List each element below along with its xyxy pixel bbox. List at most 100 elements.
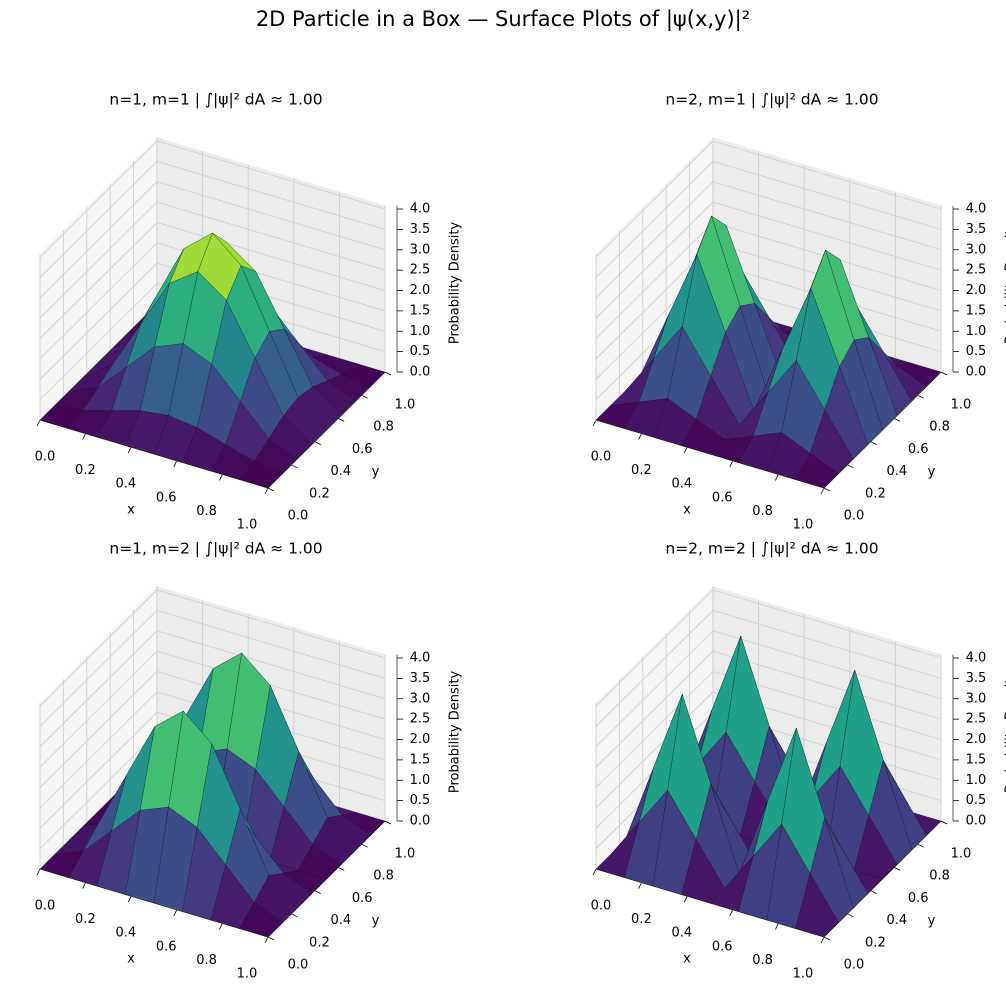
y-axis-label: y	[928, 465, 936, 480]
grid-line	[595, 589, 942, 707]
z-tick-label: 1.5	[966, 303, 987, 318]
z-tick-label: 3.0	[410, 242, 431, 257]
x-tick	[82, 433, 86, 440]
z-axis-label: Probability Density	[1004, 671, 1006, 794]
y-tick	[940, 820, 948, 825]
x-tick-label: 0.6	[712, 490, 733, 505]
figure-title: 2D Particle in a Box — Surface Plots of …	[256, 7, 750, 32]
x-tick-label: 0.8	[752, 953, 773, 968]
y-tick	[267, 936, 275, 941]
z-tick-label: 1.5	[410, 752, 431, 767]
z-tick-label: 0.0	[410, 814, 431, 829]
subplot: 0.00.20.40.60.81.00.00.20.40.60.81.00.00…	[591, 91, 1006, 533]
z-tick-label: 1.5	[410, 303, 431, 318]
z-tick-label: 4.0	[966, 651, 987, 666]
x-tick	[173, 909, 178, 916]
subplot-title: n=1, m=2 | ∫|ψ|² dA ≈ 1.00	[109, 540, 322, 558]
subplot: 0.00.20.40.60.81.00.00.20.40.60.81.00.00…	[35, 91, 463, 533]
z-tick-label: 2.5	[966, 712, 987, 727]
y-tick	[917, 394, 924, 399]
z-tick-label: 4.0	[966, 202, 987, 217]
grid-line	[39, 160, 386, 278]
y-tick	[314, 890, 321, 894]
subplot: 0.00.20.40.60.81.00.00.20.40.60.81.00.00…	[35, 540, 463, 982]
x-tick-label: 0.0	[591, 450, 612, 465]
z-tick-label: 2.5	[410, 263, 431, 278]
grid-line	[39, 283, 386, 400]
y-tick-label: 0.8	[373, 420, 394, 435]
y-tick-label: 1.0	[951, 847, 972, 862]
y-tick-label: 0.2	[309, 935, 330, 950]
y-tick	[291, 913, 298, 918]
y-tick	[847, 913, 854, 918]
grid-line	[595, 140, 942, 258]
y-tick	[384, 371, 392, 376]
subplot-title: n=2, m=1 | ∫|ψ|² dA ≈ 1.00	[665, 91, 878, 109]
z-tick-label: 1.0	[410, 324, 431, 339]
y-tick	[940, 371, 948, 376]
x-tick-label: 0.2	[75, 912, 96, 927]
surface-patch	[839, 669, 884, 816]
grid-line	[595, 609, 942, 727]
x-tick	[219, 923, 223, 930]
x-tick	[683, 447, 688, 454]
x-tick	[729, 909, 734, 916]
x-axis-label: x	[127, 503, 135, 518]
z-tick-label: 0.0	[410, 365, 431, 380]
y-tick-label: 0.2	[309, 486, 330, 501]
grid-line	[39, 630, 386, 748]
y-tick-label: 1.0	[951, 398, 972, 413]
grid-line	[595, 181, 942, 299]
z-tick-label: 4.0	[410, 202, 431, 217]
x-tick-label: 0.4	[671, 477, 692, 492]
y-axis-label: y	[372, 465, 380, 480]
y-tick-label: 0.2	[865, 935, 886, 950]
y-tick	[894, 867, 901, 871]
x-tick-label: 0.4	[115, 926, 136, 941]
x-tick	[683, 896, 688, 903]
subplot-title: n=2, m=2 | ∫|ψ|² dA ≈ 1.00	[665, 540, 878, 558]
grid-line	[595, 650, 942, 768]
y-axis-label: y	[372, 914, 380, 929]
x-tick-label: 0.6	[156, 490, 177, 505]
x-tick-label: 0.4	[115, 477, 136, 492]
surface-patch	[226, 652, 271, 770]
surface-patch	[795, 872, 839, 938]
x-tick-label: 0.2	[631, 463, 652, 478]
y-tick	[823, 936, 831, 941]
grid-line	[39, 691, 386, 809]
x-tick-label: 0.6	[712, 939, 733, 954]
y-tick	[894, 418, 901, 422]
x-tick	[775, 923, 779, 930]
x-tick	[775, 474, 779, 481]
grid-line	[595, 630, 942, 748]
grid-line	[39, 609, 386, 727]
grid-line	[595, 201, 942, 319]
x-tick	[592, 419, 597, 427]
grid-line	[39, 140, 386, 258]
surface-patch	[781, 727, 825, 874]
x-tick	[82, 882, 86, 889]
x-tick-label: 0.0	[35, 899, 56, 914]
grid-line	[595, 160, 942, 278]
y-tick	[291, 464, 298, 469]
y-tick-label: 1.0	[395, 398, 416, 413]
y-tick-label: 1.0	[395, 847, 416, 862]
y-tick	[267, 487, 275, 492]
surface-patch	[682, 253, 726, 377]
y-tick	[847, 464, 854, 469]
x-tick	[729, 460, 734, 467]
x-tick-label: 0.2	[631, 912, 652, 927]
z-tick-label: 2.5	[410, 712, 431, 727]
surface-patch	[239, 901, 283, 938]
z-tick-label: 3.5	[410, 222, 431, 237]
y-tick-label: 0.4	[886, 913, 907, 928]
x-tick	[264, 936, 269, 944]
y-tick-label: 0.6	[352, 442, 373, 457]
surface-patch	[796, 287, 840, 411]
x-tick	[820, 936, 825, 944]
y-tick	[338, 418, 345, 422]
grid-line	[39, 242, 386, 360]
x-tick-label: 0.0	[35, 450, 56, 465]
